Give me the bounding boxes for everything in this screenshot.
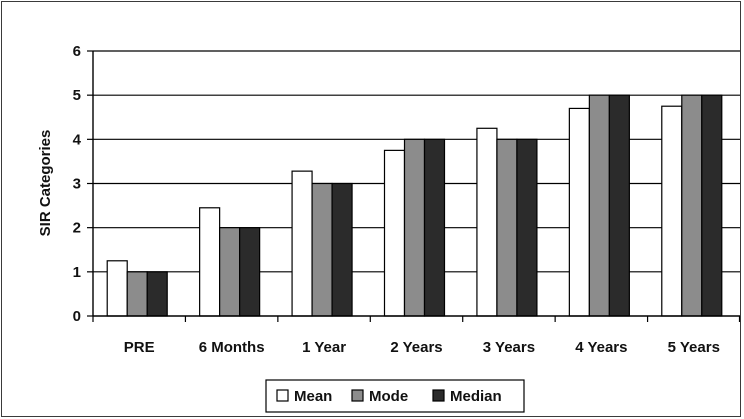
y-tick-label: 6 (73, 43, 81, 60)
y-tick-label: 3 (73, 176, 81, 193)
x-category-labels: PRE 6 Months 1 Year 2 Years 3 Years 4 Years 5 … (124, 339, 720, 356)
bar-mean (291, 170, 313, 317)
bar-mode (681, 94, 703, 317)
bar-mode (311, 182, 333, 317)
bar-median (146, 271, 168, 317)
axes (87, 50, 741, 322)
bar-mode (126, 271, 148, 317)
bar-mode (588, 94, 610, 317)
bar-mode (403, 138, 426, 317)
x-category-label: 1 Year (302, 339, 346, 356)
bar-mean (661, 105, 683, 317)
bar-mean (568, 107, 590, 317)
legend-label-mean: Mean (294, 388, 332, 405)
bar-mode (219, 227, 241, 317)
x-category-label: PRE (124, 339, 155, 356)
bar-mean (199, 207, 221, 317)
x-category-label: 4 Years (575, 339, 627, 356)
legend-label-mode: Mode (369, 388, 408, 405)
bar-median (516, 138, 538, 317)
bars (106, 94, 723, 317)
legend-swatch-median (432, 389, 445, 402)
legend: Mean Mode Median (265, 379, 525, 413)
bar-median (239, 227, 261, 317)
x-category-label: 5 Years (668, 339, 720, 356)
y-axis-title: SIR Categories (37, 130, 54, 237)
x-category-label: 2 Years (390, 339, 442, 356)
bar-mode (496, 138, 518, 317)
y-tick-labels: 0 1 2 3 4 5 6 (73, 43, 82, 325)
bar-median (701, 94, 723, 317)
legend-swatch-mean (276, 389, 289, 402)
y-tick-label: 5 (73, 87, 81, 104)
y-tick-label: 4 (73, 131, 82, 148)
bar-mean (106, 260, 128, 317)
bar-median (423, 138, 446, 317)
legend-label-median: Median (450, 388, 502, 405)
x-category-label: 6 Months (199, 339, 265, 356)
y-tick-label: 1 (73, 264, 81, 281)
y-tick-label: 0 (73, 308, 81, 325)
y-tick-label: 2 (73, 220, 81, 237)
x-category-label: 3 Years (483, 339, 535, 356)
legend-box (265, 379, 525, 413)
legend-swatch-mode (351, 389, 364, 402)
bar-mean (383, 149, 406, 317)
bar-mean (476, 127, 498, 317)
bar-median (608, 94, 630, 317)
bar-median (331, 182, 353, 317)
